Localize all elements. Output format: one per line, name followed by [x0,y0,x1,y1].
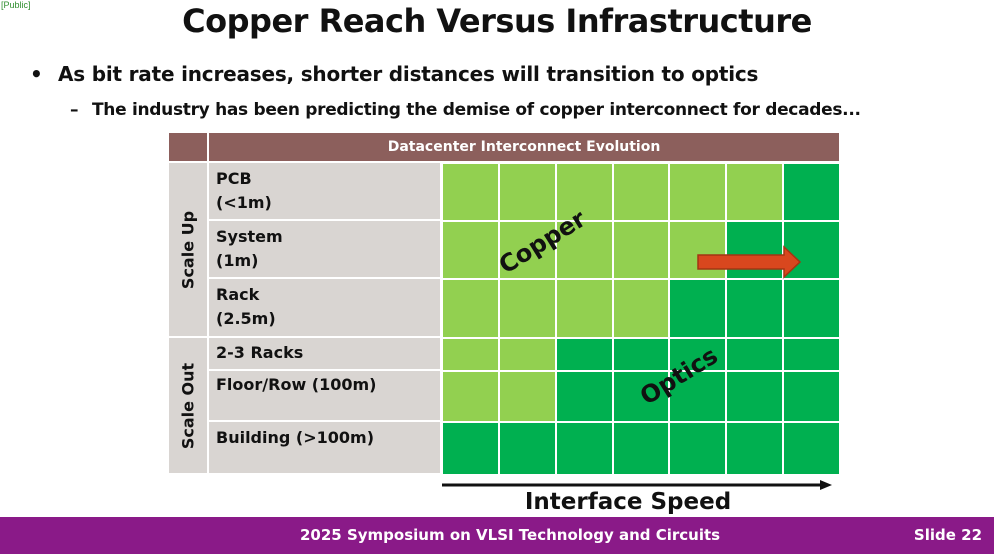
slide-title: Copper Reach Versus Infrastructure [182,2,812,40]
copper-cell [498,338,556,371]
copper-cell [442,279,499,338]
optics-cell [442,422,499,475]
row-label-system-line2: (1m) [216,251,259,270]
optics-cell [783,371,840,422]
copper-cell [555,163,613,221]
copper-cell [442,221,499,279]
bullet-main-text: As bit rate increases, shorter distances… [58,62,759,86]
copper-cell [612,279,670,338]
table-header: Datacenter Interconnect Evolution [169,133,839,161]
footer-bar: 2025 Symposium on VLSI Technology and Ci… [0,517,994,554]
optics-cell [555,338,613,371]
header-divider [207,133,209,161]
transition-arrow-icon [697,245,802,279]
optics-cell [555,422,613,475]
optics-cell [669,371,727,422]
row-label-racks-text: 2-3 Racks [216,343,304,362]
row-label-pcb: PCB (<1m) [209,163,440,219]
row-label-floor: Floor/Row (100m) [209,371,440,420]
bullet-dash-icon: – [70,100,79,120]
copper-cell [498,221,556,279]
copper-cell [442,163,499,221]
optics-cell [669,422,727,475]
row-label-racks: 2-3 Racks [209,338,440,369]
row-label-rack-line2: (2.5m) [216,309,276,328]
group-label-scale-out: Scale Out [178,362,198,449]
copper-cell [669,163,727,221]
copper-cell [442,338,499,371]
row-label-rack: Rack (2.5m) [209,279,440,336]
copper-cell [726,163,784,221]
copper-cell [612,221,670,279]
optics-cell [726,279,784,338]
group-scale-out: Scale Out [169,338,207,473]
footer-slide-number: Slide 22 [913,526,982,544]
bullet-sub: – The industry has been predicting the de… [70,100,861,120]
optics-cell [612,371,670,422]
optics-cell [669,279,727,338]
row-label-rack-line1: Rack [216,285,260,304]
copper-cell [498,163,556,221]
classification-tag: [Public] [1,0,31,10]
copper-cell [555,279,613,338]
copper-cell [612,163,670,221]
optics-cell [726,371,784,422]
copper-cell [442,371,499,422]
row-label-system-line1: System [216,227,283,246]
interconnect-grid [442,163,840,475]
group-label-scale-up: Scale Up [178,210,198,289]
row-label-building: Building (>100m) [209,422,440,473]
optics-cell [726,338,784,371]
table-header-title: Datacenter Interconnect Evolution [387,139,661,155]
optics-cell [783,422,840,475]
bullet-main: • As bit rate increases, shorter distance… [30,62,758,86]
row-label-floor-text: Floor/Row (100m) [216,375,377,394]
footer-conference: 2025 Symposium on VLSI Technology and Ci… [300,526,721,544]
optics-cell [726,422,784,475]
group-scale-up: Scale Up [169,163,207,336]
optics-cell [498,422,556,475]
copper-cell [498,279,556,338]
axis-arrow-icon [442,480,832,490]
row-label-system: System (1m) [209,221,440,277]
copper-cell [498,371,556,422]
optics-cell [783,163,840,221]
bullet-sub-text: The industry has been predicting the dem… [92,100,861,120]
optics-cell [783,279,840,338]
axis-label: Interface Speed [524,489,732,515]
row-label-building-text: Building (>100m) [216,428,375,447]
row-label-pcb-line2: (<1m) [216,193,272,212]
bullet-dot-icon: • [30,62,43,86]
optics-cell [555,371,613,422]
optics-cell [783,338,840,371]
optics-cell [612,422,670,475]
row-label-pcb-line1: PCB [216,169,252,188]
optics-cell [669,338,727,371]
optics-cell [612,338,670,371]
copper-cell [555,221,613,279]
